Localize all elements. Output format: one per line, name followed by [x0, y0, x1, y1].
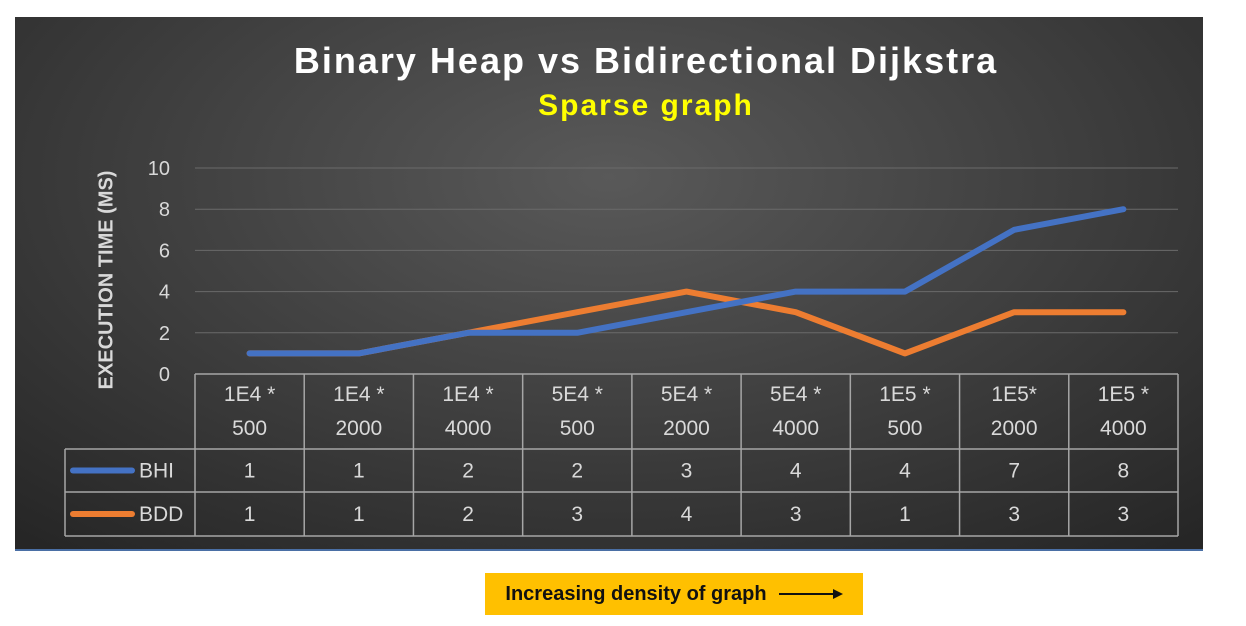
- gridlines: [195, 167, 1178, 334]
- right-arrow-icon: [778, 589, 843, 599]
- y-axis-ticks: 0 2 4 6 8 10: [148, 158, 170, 386]
- category-label-line2: 2000: [663, 417, 710, 440]
- y-tick-label: 2: [159, 323, 170, 345]
- table-cell-bhi: 7: [1008, 460, 1020, 483]
- series-line-bdd: [246, 288, 1127, 357]
- table-cell-bhi: 2: [571, 460, 583, 483]
- category-label-line2: 500: [560, 417, 595, 440]
- category-label-line1: 1E4 *: [442, 383, 493, 406]
- series-lines: [246, 206, 1127, 357]
- y-tick-label: 10: [148, 158, 170, 180]
- category-label-line1: 1E4 *: [224, 383, 275, 406]
- y-tick-label: 8: [159, 199, 170, 221]
- table-cell-bhi: 4: [899, 460, 911, 483]
- table-cell-bdd: 3: [571, 503, 583, 526]
- series-name-bhi: BHI: [139, 460, 174, 483]
- y-tick-label: 0: [159, 364, 170, 386]
- table-cell-bhi: 8: [1118, 460, 1130, 483]
- category-label-line2: 500: [232, 417, 267, 440]
- category-label-line1: 5E4 *: [770, 383, 821, 406]
- y-tick-label: 4: [159, 282, 170, 304]
- category-label-line1: 1E5 *: [879, 383, 930, 406]
- table-cell-bdd: 1: [244, 503, 256, 526]
- y-tick-label: 6: [159, 240, 170, 262]
- category-label-line1: 5E4 *: [661, 383, 712, 406]
- table-cell-bhi: 2: [462, 460, 474, 483]
- table-cell-bdd: 3: [1008, 503, 1020, 526]
- category-label-line2: 4000: [445, 417, 492, 440]
- chart-title: Binary Heap vs Bidirectional Dijkstra: [293, 40, 999, 81]
- table-cell-bdd: 1: [899, 503, 911, 526]
- table-cell-bdd: 4: [681, 503, 693, 526]
- table-cell-bhi: 4: [790, 460, 802, 483]
- series-name-bdd: BDD: [139, 503, 183, 526]
- data-table: 1E4 * 500 1E4 * 2000 1E4 * 4000 5E4 * 500 5E4 * 2…: [64, 373, 1179, 537]
- density-note-text: Increasing density of graph: [505, 582, 767, 605]
- category-label-line1: 1E5*: [991, 383, 1037, 406]
- table-cell-bhi: 1: [244, 460, 256, 483]
- category-label-line2: 4000: [1100, 417, 1147, 440]
- density-note: Increasing density of graph: [485, 573, 863, 615]
- table-cell-bhi: 3: [681, 460, 693, 483]
- category-label-line2: 2000: [335, 417, 382, 440]
- category-label-line2: 2000: [991, 417, 1038, 440]
- chart-area: [15, 17, 1203, 550]
- category-label-line1: 1E5 *: [1098, 383, 1149, 406]
- category-label-line1: 5E4 *: [552, 383, 603, 406]
- chart-subtitle: Sparse graph: [538, 89, 754, 122]
- chart-bottom-border: [15, 549, 1203, 551]
- table-cell-bdd: 3: [1118, 503, 1130, 526]
- category-label-line1: 1E4 *: [333, 383, 384, 406]
- table-cell-bhi: 1: [353, 460, 365, 483]
- table-cell-bdd: 1: [353, 503, 365, 526]
- table-cell-bdd: 2: [462, 503, 474, 526]
- series-line-bhi: [246, 206, 1127, 357]
- category-label-line2: 500: [887, 417, 922, 440]
- category-label-line2: 4000: [772, 417, 819, 440]
- table-cell-bdd: 3: [790, 503, 802, 526]
